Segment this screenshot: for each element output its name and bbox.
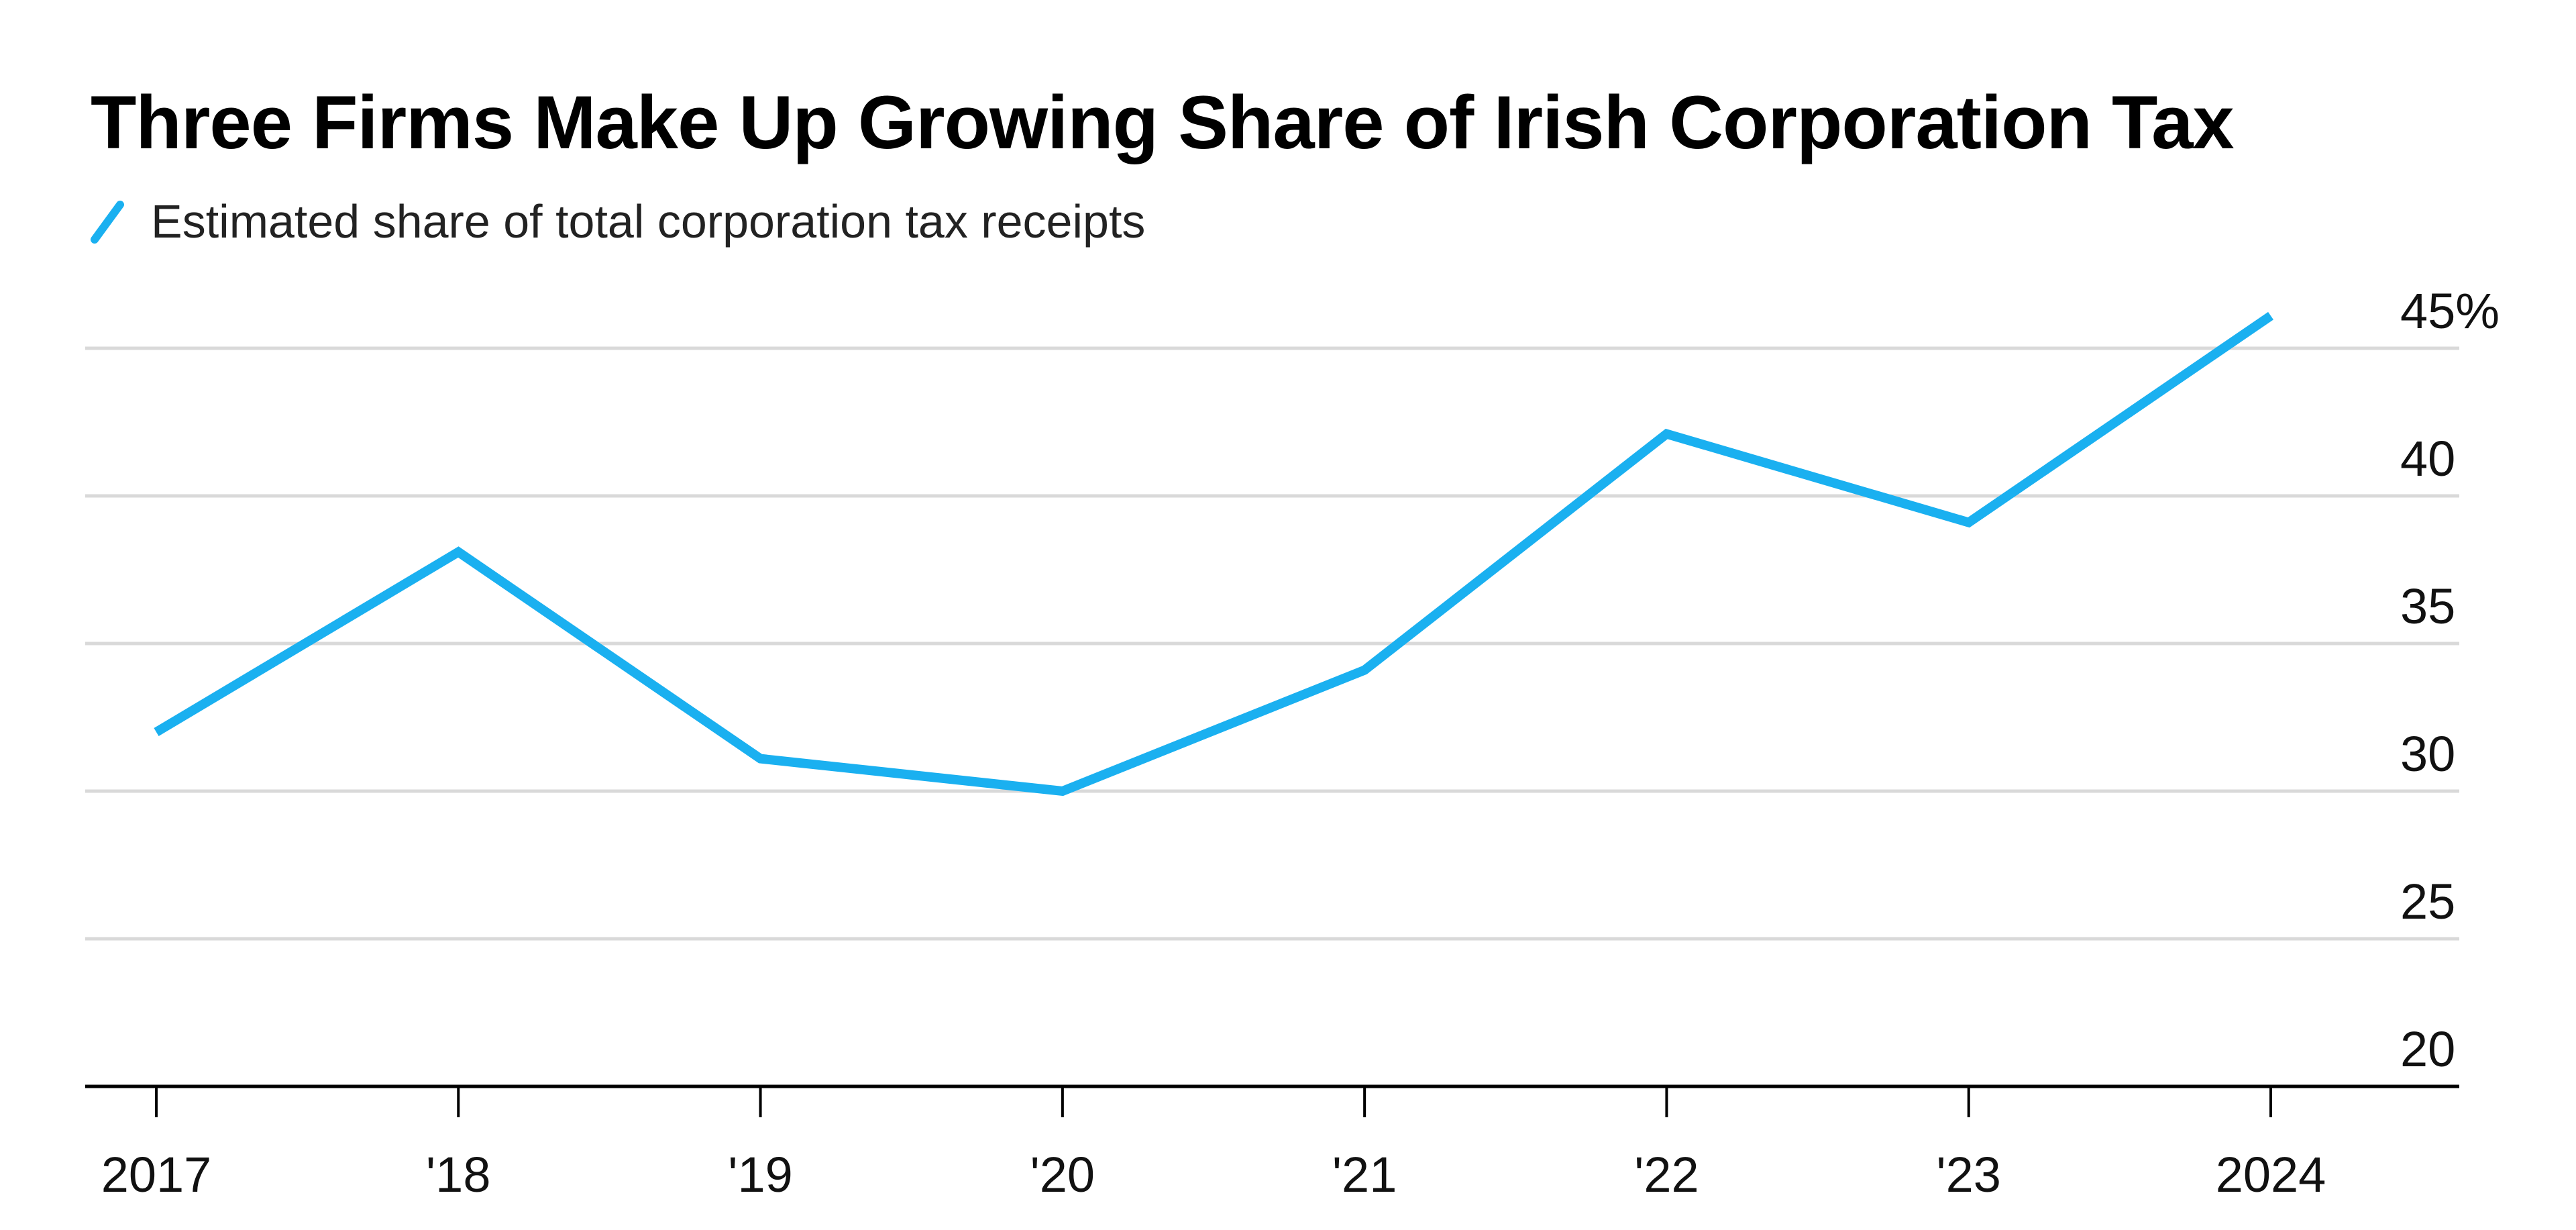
series-line [154,311,2273,797]
y-tick-label: 20 [2400,1021,2455,1077]
x-tick-label: '18 [426,1147,490,1202]
legend: Estimated share of total corporation tax… [91,195,1145,248]
x-tick-label: '19 [728,1147,792,1202]
y-tick-label: 40 [2400,431,2455,486]
x-tick-label: '20 [1030,1147,1095,1202]
legend-line-icon [91,201,124,244]
chart-title: Three Firms Make Up Growing Share of Iri… [91,81,2235,164]
x-tick-label: 2024 [2216,1147,2326,1202]
x-tick-label: '23 [1936,1147,2000,1202]
y-tick-label: 45% [2400,283,2500,339]
x-tick-label: '22 [1634,1147,1699,1202]
x-tick-label: 2017 [101,1147,212,1202]
y-tick-label: 25 [2400,874,2455,929]
x-tick-label: '21 [1332,1147,1397,1202]
y-tick-label: 30 [2400,726,2455,782]
y-tick-label: 35 [2400,578,2455,634]
legend-label: Estimated share of total corporation tax… [151,195,1146,248]
